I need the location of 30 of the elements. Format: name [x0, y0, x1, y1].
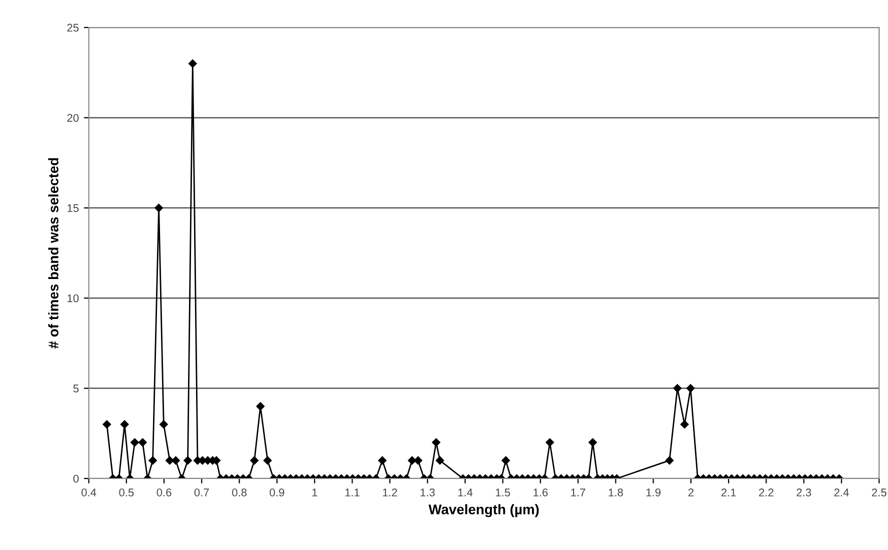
x-tick-label: 2.1: [721, 488, 736, 496]
x-tick-label: 1.1: [345, 488, 360, 496]
y-tick-label: 20: [67, 114, 79, 122]
x-tick-label: 1.6: [534, 488, 548, 496]
y-tick-label: 25: [67, 24, 79, 32]
x-tick-label: 2.5: [872, 488, 886, 496]
x-tick-label: 1.5: [496, 488, 510, 496]
x-tick-label: 1.3: [420, 488, 435, 496]
x-tick-label: 0.6: [156, 488, 172, 496]
y-tick-label: 0: [73, 474, 79, 483]
x-tick-label: 2: [688, 488, 694, 496]
x-tick-label: 1.2: [383, 488, 398, 496]
x-tick-label: 1: [312, 488, 318, 496]
x-tick-label: 0.8: [232, 488, 247, 496]
x-tick-label: 2.2: [759, 488, 774, 496]
y-tick-label: 15: [68, 204, 79, 212]
x-tick-label: 2.3: [796, 488, 812, 496]
x-tick-label: 1.7: [571, 488, 586, 496]
x-tick-label: 1.9: [646, 488, 661, 496]
x-tick-label: 0.7: [194, 488, 209, 496]
x-tick-label: 0.5: [119, 488, 134, 496]
x-tick-label: 0.9: [270, 488, 284, 496]
x-tick-label: 0.4: [82, 488, 96, 496]
y-tick-label: 10: [68, 294, 79, 302]
y-axis-title: # of times band was selected: [48, 158, 58, 348]
x-tick-label: 1.4: [458, 488, 473, 496]
x-tick-label: 2.4: [834, 488, 849, 496]
x-tick-label: 1.8: [608, 488, 623, 496]
x-axis-title: Wavelength (µm): [428, 504, 539, 518]
y-tick-label: 5: [73, 384, 79, 392]
